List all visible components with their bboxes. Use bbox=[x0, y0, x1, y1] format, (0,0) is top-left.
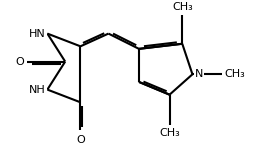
Text: N: N bbox=[195, 69, 203, 79]
Text: O: O bbox=[76, 135, 85, 145]
Text: NH: NH bbox=[29, 85, 46, 95]
Text: CH₃: CH₃ bbox=[172, 2, 193, 12]
Text: CH₃: CH₃ bbox=[224, 69, 245, 79]
Text: CH₃: CH₃ bbox=[159, 128, 180, 138]
Text: O: O bbox=[16, 57, 24, 67]
Text: HN: HN bbox=[29, 29, 46, 39]
